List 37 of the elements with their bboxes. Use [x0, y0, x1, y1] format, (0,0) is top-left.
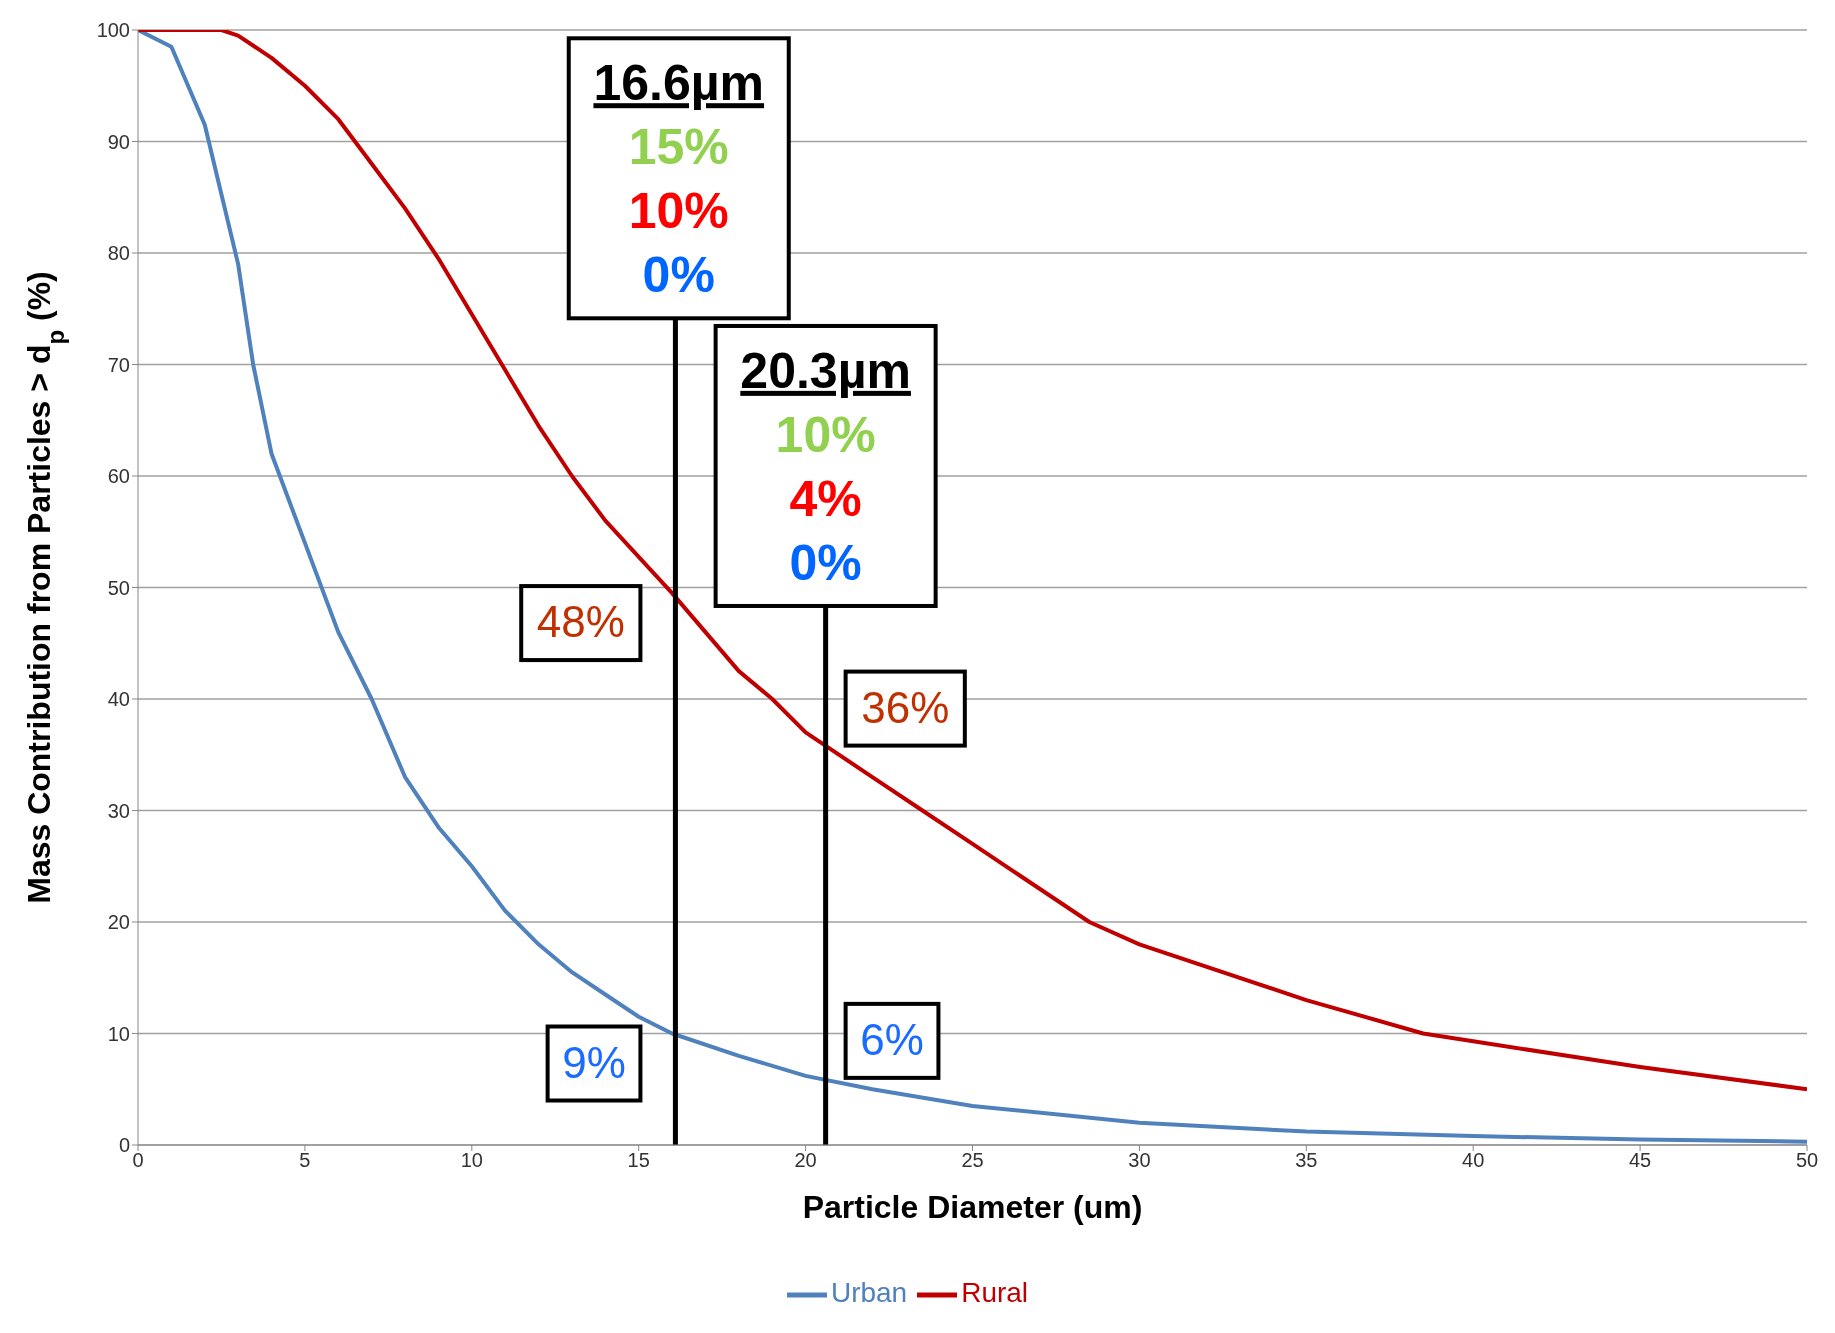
x-tick-label: 25 [961, 1149, 984, 1172]
x-axis-title: Particle Diameter (um) [802, 1188, 1143, 1225]
x-tick-label: 5 [299, 1149, 311, 1172]
annotation: 48% [536, 597, 625, 647]
note-box: 36% [843, 669, 967, 748]
legend-label: Urban [830, 1277, 908, 1309]
x-tick-label: 30 [1128, 1149, 1151, 1172]
y-tick-label: 50 [107, 576, 130, 599]
x-tick-label: 35 [1295, 1149, 1318, 1172]
y-tick-label: 60 [107, 465, 130, 488]
x-tick-label: 40 [1462, 1149, 1485, 1172]
x-tick-label: 50 [1795, 1149, 1819, 1172]
y-tick-label: 40 [107, 688, 130, 711]
note-box: 16.6µm 15% 10% 0% [566, 36, 791, 321]
y-tick-label: 0 [118, 1134, 130, 1157]
annotation: 36% [861, 682, 950, 732]
note-box: 48% [519, 584, 643, 663]
x-tick-label: 0 [132, 1149, 144, 1172]
x-tick-label: 20 [794, 1149, 817, 1172]
x-tick-label: 15 [627, 1149, 650, 1172]
annotation: 9% [562, 1037, 626, 1087]
legend-label: Rural [961, 1277, 1029, 1309]
y-tick-label: 90 [107, 130, 130, 153]
y-tick-label: 70 [107, 353, 130, 376]
annotation: 16.6µm 15% 10% 0% [593, 55, 765, 304]
y-tick-label: 100 [96, 19, 130, 42]
y-tick-label: 30 [107, 799, 130, 822]
y-tick-label: 20 [107, 911, 130, 934]
note-box: 6% [843, 1001, 941, 1080]
annotation: 6% [860, 1014, 924, 1064]
x-tick-label: 10 [460, 1149, 483, 1172]
annotation: 20.3µm 10% 4% 0% [740, 342, 911, 591]
note-box: 20.3µm 10% 4% 0% [713, 323, 938, 608]
x-tick-label: 45 [1628, 1149, 1652, 1172]
note-box: 9% [545, 1024, 643, 1103]
y-tick-label: 10 [107, 1022, 130, 1045]
y-tick-label: 80 [107, 242, 130, 265]
